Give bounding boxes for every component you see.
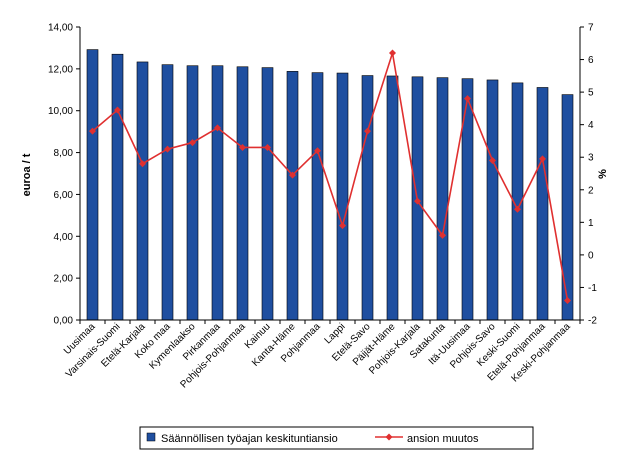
line-point <box>189 139 196 147</box>
right-tick-label: 0 <box>588 250 594 261</box>
line-point <box>314 147 321 155</box>
right-tick-label: 7 <box>588 23 594 34</box>
bar <box>336 72 349 321</box>
line-point <box>489 156 496 164</box>
left-axis-title: euroa / t <box>21 153 33 196</box>
bar <box>161 64 174 321</box>
left-tick-label: 8,00 <box>54 148 74 159</box>
right-tick-label: 4 <box>588 120 594 131</box>
legend-bar-label: Säännöllisen työajan keskituntiansio <box>161 433 338 445</box>
left-tick-label: 4,00 <box>54 232 74 243</box>
bar <box>436 77 449 321</box>
change-line <box>91 52 569 301</box>
legend: Säännöllisen työajan keskituntiansio ans… <box>139 426 534 450</box>
bar <box>211 65 224 321</box>
right-tick-label: 5 <box>588 88 594 99</box>
bar <box>386 75 399 321</box>
legend-bar-swatch <box>146 432 156 442</box>
line-point <box>339 222 346 230</box>
bar <box>461 78 474 321</box>
line-point <box>514 205 521 213</box>
bar <box>286 71 299 321</box>
left-tick-label: 2,00 <box>54 274 74 285</box>
line-series <box>89 49 571 304</box>
right-tick-label: 6 <box>588 55 594 66</box>
bar <box>261 67 274 321</box>
right-tick-label: -1 <box>588 283 597 294</box>
right-tick-label: -2 <box>588 316 597 327</box>
bar <box>361 75 374 321</box>
bar <box>136 61 149 321</box>
line-point <box>364 127 371 135</box>
bar <box>311 72 324 321</box>
line-point <box>114 106 121 114</box>
legend-line-label: ansion muutos <box>407 433 479 445</box>
line-point <box>139 160 146 168</box>
left-tick-label: 0,00 <box>54 316 74 327</box>
bar-series <box>86 49 574 321</box>
right-tick-label: 3 <box>588 153 594 164</box>
left-tick-label: 10,00 <box>48 106 73 117</box>
bar <box>561 94 574 321</box>
right-tick-label: 1 <box>588 218 594 229</box>
line-point <box>214 124 221 132</box>
bar <box>111 53 124 321</box>
line-point <box>289 171 296 179</box>
bar <box>486 79 499 321</box>
legend-frame <box>139 426 534 450</box>
bar <box>536 87 549 321</box>
left-tick-label: 14,00 <box>48 23 73 34</box>
line-point <box>414 197 421 205</box>
right-axis-title: % <box>597 169 609 179</box>
line-point <box>89 127 96 135</box>
line-point <box>389 49 396 57</box>
bar <box>86 49 99 321</box>
left-tick-label: 6,00 <box>54 190 74 201</box>
line-point <box>439 231 446 239</box>
right-tick-label: 2 <box>588 185 594 196</box>
line-point <box>564 296 571 304</box>
line-point <box>164 145 171 153</box>
line-point <box>539 155 546 163</box>
line-point <box>464 95 471 103</box>
bar <box>186 65 199 321</box>
bar <box>236 66 249 321</box>
line-point <box>239 143 246 151</box>
line-point <box>264 143 271 151</box>
legend-line-marker <box>385 433 393 441</box>
left-tick-label: 12,00 <box>48 64 73 75</box>
